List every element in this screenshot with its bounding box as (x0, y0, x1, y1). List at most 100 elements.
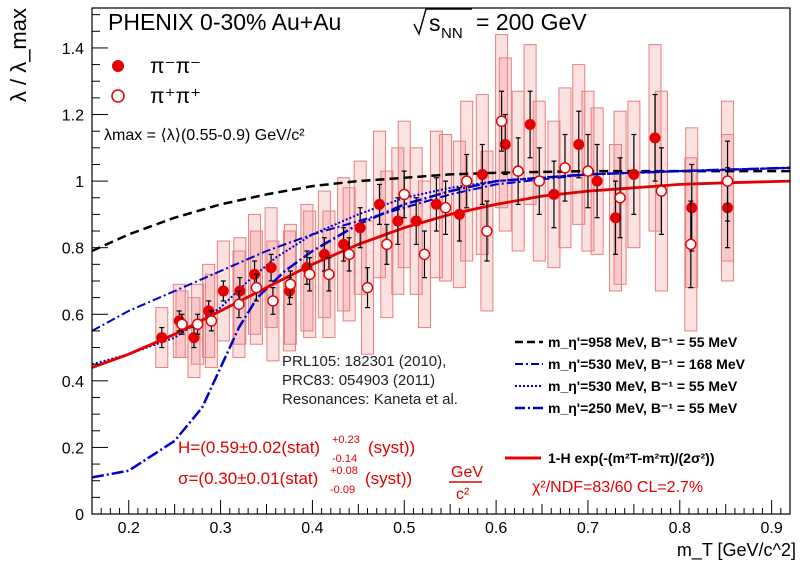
x-tick-label: 0.5 (393, 520, 415, 537)
lambda-max-note: λmax = ⟨λ⟩(0.55-0.9) GeV/c² (104, 127, 305, 144)
x-axis-label: m_T [GeV/c^2] (677, 540, 796, 561)
data-point-pim (649, 132, 661, 144)
y-axis-label: λ / λ_max (6, 8, 31, 102)
x-tick-label: 0.7 (577, 520, 599, 537)
fit-results: H=(0.59±0.02(stat) +0.23 -0.14 (syst)) σ… (178, 434, 703, 503)
fit-chi2: χ²/NDF=83/60 CL=2.7% (532, 479, 703, 496)
legend-marker-filled (112, 60, 124, 72)
data-point-pip (582, 165, 594, 177)
data-point-pip (721, 175, 734, 187)
y-tick-label: 0 (75, 507, 84, 524)
data-point-pim (392, 215, 404, 227)
y-tick-label: 1.2 (62, 108, 84, 125)
data-point-pim (628, 168, 640, 180)
data-point-pip (176, 318, 188, 330)
data-point-pim (610, 212, 621, 224)
x-tick-label: 0.6 (485, 520, 507, 537)
data-point-pim (354, 222, 366, 234)
x-tick-label: 0.2 (118, 520, 140, 537)
data-point-pim (573, 138, 585, 150)
data-point-pip (559, 162, 571, 174)
data-point-pip (250, 281, 263, 294)
data-point-pim (430, 198, 442, 210)
data-point-pim (410, 215, 422, 227)
data-point-pip (191, 318, 204, 330)
x-tick-label: 0.9 (761, 520, 783, 537)
data-point-pim (524, 119, 536, 131)
data-point-pip (614, 192, 626, 204)
y-tick-label: 0.2 (62, 440, 84, 457)
data-point-pip (685, 238, 697, 251)
data-point-pim (499, 138, 511, 150)
x-tick-label: 0.3 (209, 520, 231, 537)
data-point-pim (217, 285, 229, 297)
data-point-pip (439, 202, 452, 214)
model-legend-label-958: m_η'=958 MeV, B⁻¹ = 55 MeV (548, 334, 738, 350)
data-point-pim (373, 198, 385, 210)
data-point-pip (381, 238, 393, 251)
y-tick-label: 0.4 (62, 374, 84, 391)
model-legend: m_η'=958 MeV, B⁻¹ = 55 MeV m_η'=530 MeV,… (505, 334, 746, 466)
data-point-pip (461, 175, 473, 187)
title-energy-s: s (429, 10, 441, 36)
data-point-pip (398, 188, 410, 201)
data-point-pim (476, 168, 488, 180)
data-point-pip (233, 298, 245, 310)
model-legend-label-530-55: m_η'=530 MeV, B⁻¹ = 55 MeV (548, 378, 738, 394)
fit-sigma-main: σ=(0.30±0.01(stat) (178, 469, 318, 488)
data-point-pim (156, 332, 168, 344)
data-point-pip (418, 248, 431, 261)
legend-marker-open (111, 89, 125, 103)
title-energy-nn: NN (441, 25, 463, 42)
data-point-pip (512, 165, 524, 177)
y-tick-label: 0.8 (62, 241, 84, 258)
y-tick-label: 1 (75, 174, 84, 191)
data-point-pip (303, 268, 316, 281)
data-point-pip (284, 278, 297, 291)
x-tick-label: 0.4 (301, 520, 323, 537)
data-point-pim (686, 202, 698, 214)
fit-sigma-tail: (syst)) (365, 469, 412, 488)
data-point-pim (453, 208, 465, 220)
y-tick-label: 0.6 (62, 307, 84, 324)
data-point-pip (655, 185, 668, 197)
model-legend-label-530-168: m_η'=530 MeV, B⁻¹ = 168 MeV (548, 356, 746, 372)
data-point-pip (343, 248, 355, 261)
data-point-pip (481, 225, 493, 237)
data-points-layer (156, 90, 734, 349)
fit-h-main: H=(0.59±0.02(stat) (178, 438, 320, 457)
model-legend-label-fit: 1-H exp(-(m²T-m²π)/(2σ²)) (548, 450, 715, 466)
data-point-pim (548, 188, 560, 200)
data-point-pip (495, 115, 508, 127)
y-tick-label: 1.4 (62, 41, 84, 58)
data-point-pim (265, 262, 277, 274)
reference-line-2: PRC83: 054903 (2011) (282, 372, 435, 389)
model-legend-label-250-55: m_η'=250 MeV, B⁻¹ = 55 MeV (548, 400, 738, 416)
fit-sigma-up: +0.08 (330, 465, 358, 477)
data-point-pim (338, 238, 350, 250)
data-point-pip (323, 268, 335, 281)
legend-label-pip: π⁺π⁺ (150, 85, 201, 108)
x-tick-label: 0.8 (669, 520, 691, 537)
title-energy-value: = 200 GeV (476, 9, 587, 35)
legend-label-pim: π⁻π⁻ (150, 55, 201, 78)
axes-layer: 0.2 0.3 0.4 0.5 0.6 0.7 0.8 0.9 0 0.2 0.4 0.6 0.8 1 1.… (6, 7, 796, 561)
data-point-pim (591, 175, 603, 187)
chart-title: PHENIX 0-30% Au+Au (108, 9, 341, 35)
fit-unit-num: GeV (451, 464, 483, 481)
data-point-pip (205, 315, 218, 327)
data-point-pip (267, 295, 279, 307)
fit-h-down: -0.14 (332, 453, 357, 465)
fit-h-up: +0.23 (332, 434, 360, 446)
data-point-pip (361, 281, 374, 294)
legend: π⁻π⁻ π⁺π⁺ (111, 55, 201, 108)
data-point-pip (533, 175, 545, 187)
fit-sigma-down: -0.09 (330, 484, 355, 496)
fit-h-tail: (syst)) (368, 438, 415, 457)
title-energy: s NN = 200 GeV (413, 8, 587, 42)
sqrt-symbol (413, 8, 472, 36)
fit-unit-den: c² (456, 486, 470, 503)
reference-line-1: PRL105: 182301 (2010), (282, 353, 446, 370)
reference-line-3: Resonances: Kaneta et al. (282, 391, 458, 408)
